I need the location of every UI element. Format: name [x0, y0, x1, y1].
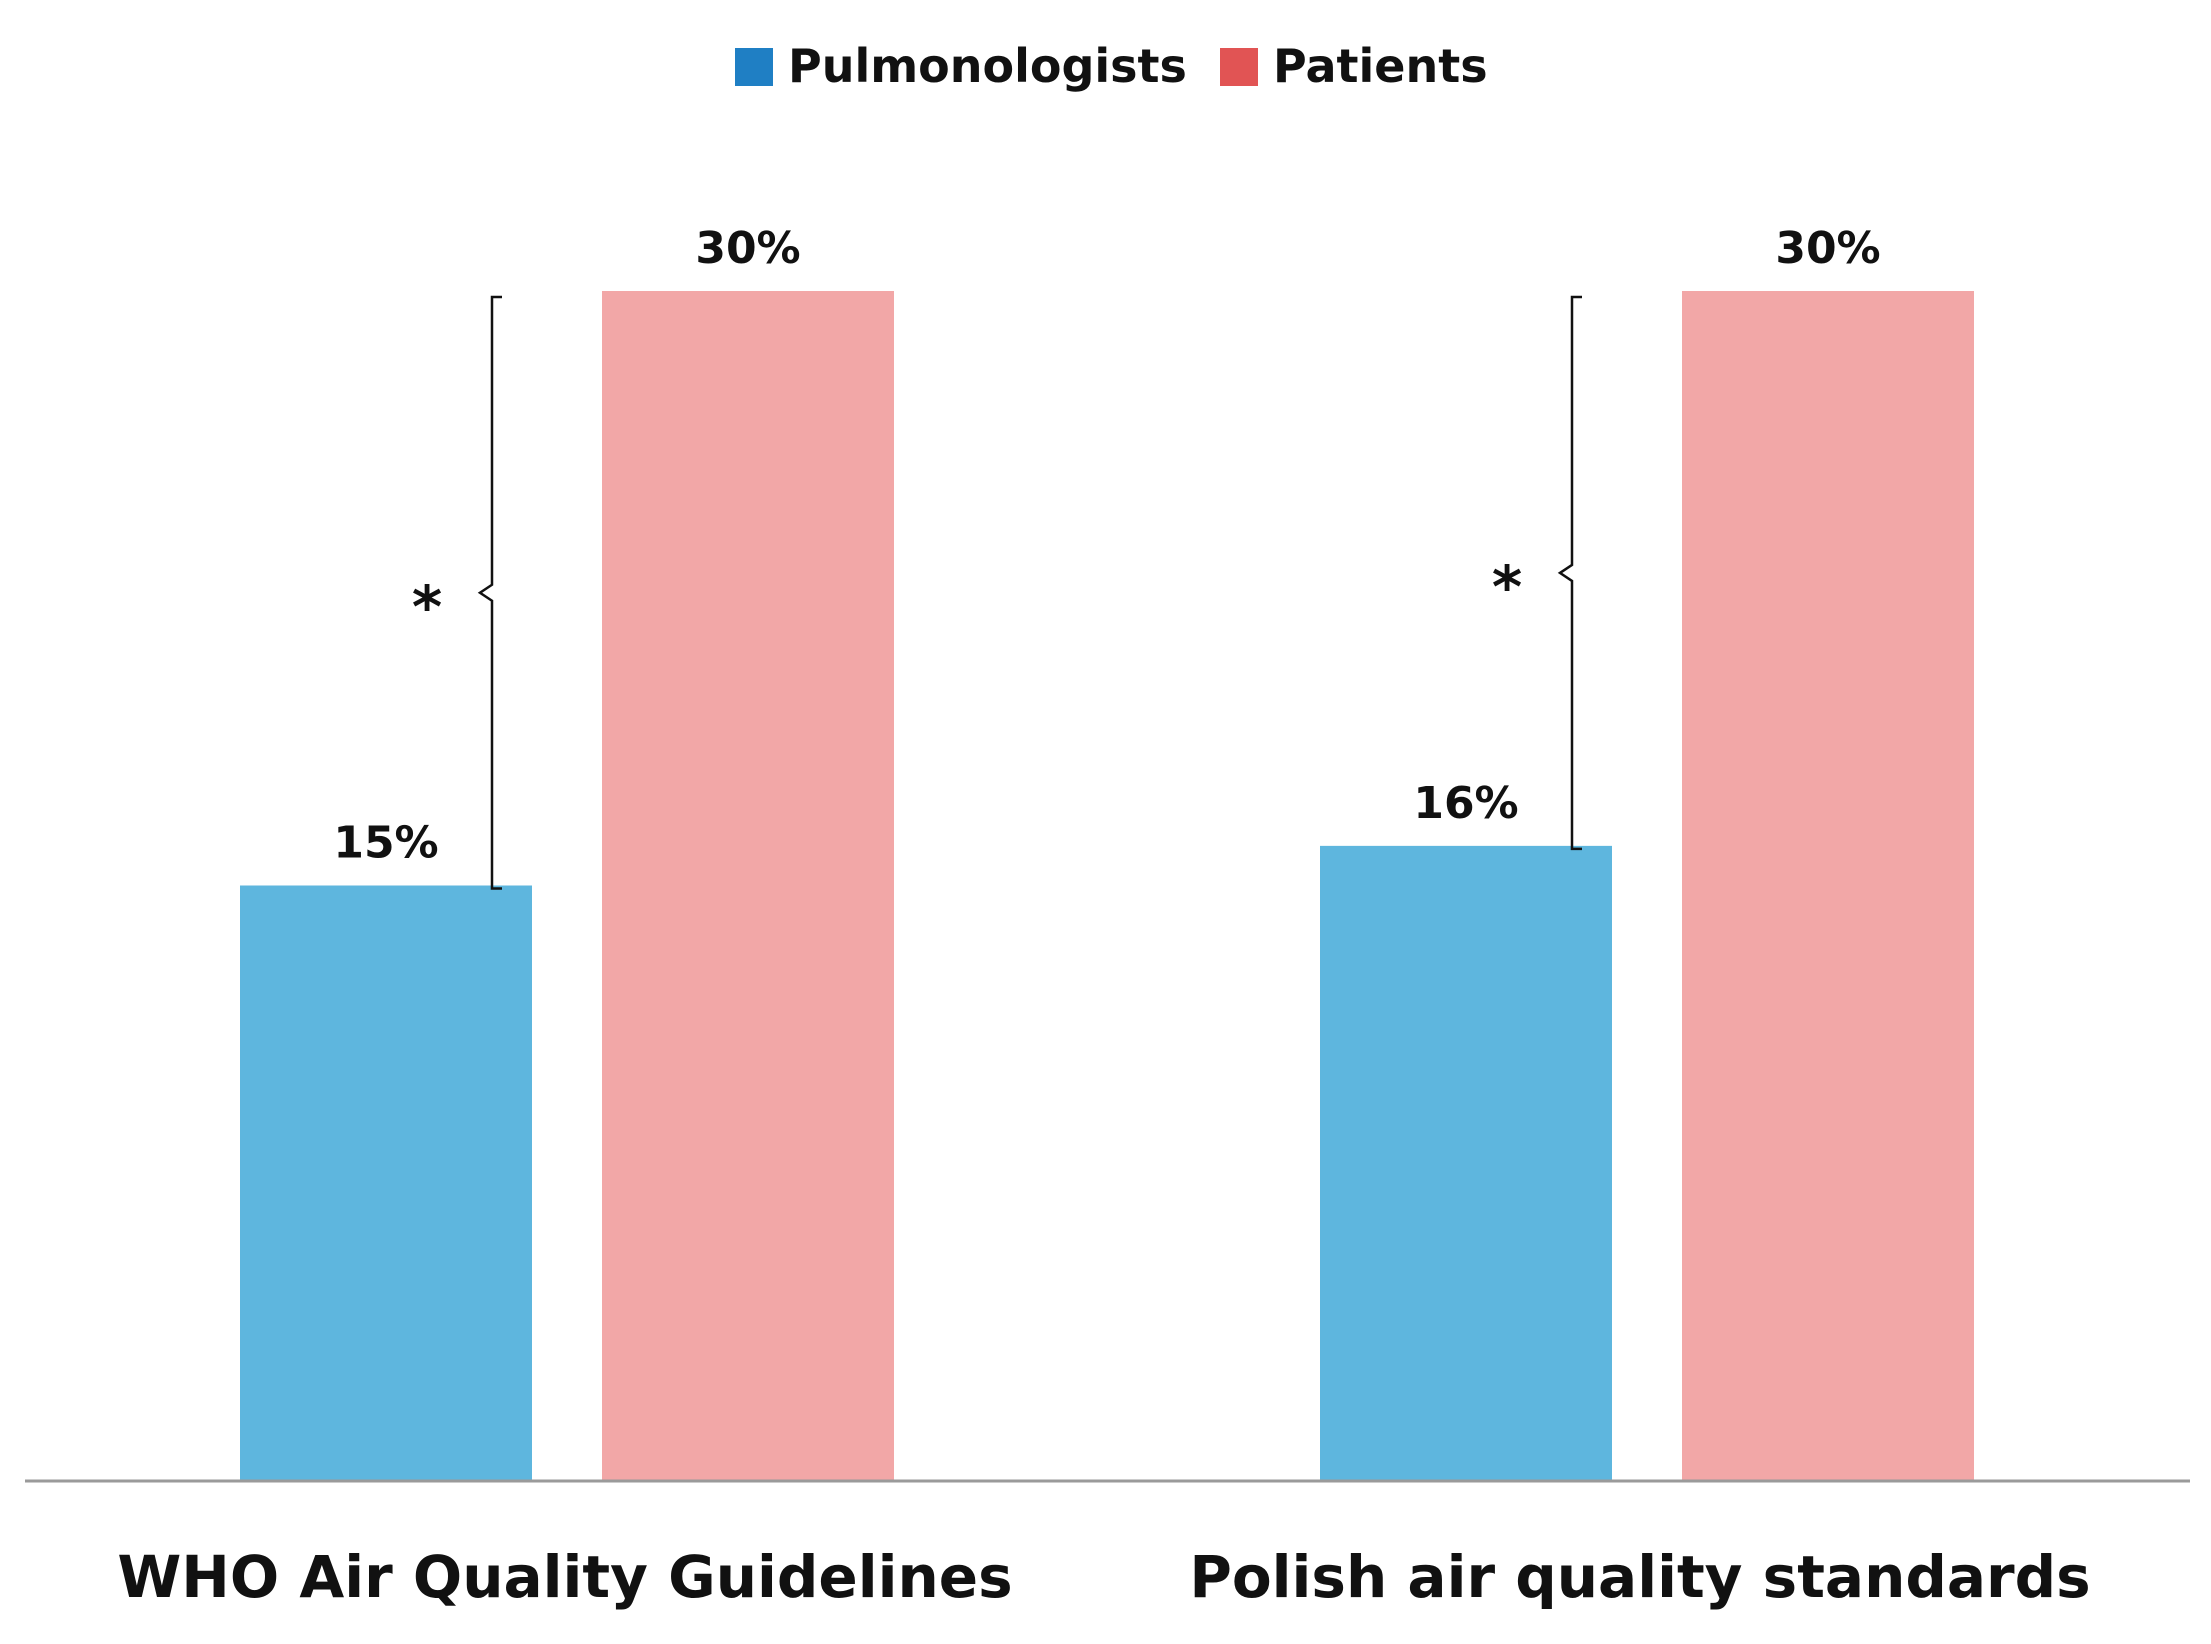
- significance-marker-polish: *: [1492, 553, 1522, 621]
- plot-area: 15% 30% 16% 30% * *: [240, 223, 1974, 1480]
- legend-label-patients: Patients: [1273, 39, 1488, 93]
- value-label-pulmonologists-polish: 16%: [1413, 778, 1518, 829]
- bar-patients-who: [602, 291, 894, 1480]
- category-label-polish: Polish air quality standards: [1189, 1543, 2090, 1611]
- bar-patients-polish: [1682, 291, 1974, 1480]
- legend: Pulmonologists Patients: [735, 39, 1488, 93]
- legend-label-pulmonologists: Pulmonologists: [788, 39, 1187, 93]
- category-label-who: WHO Air Quality Guidelines: [117, 1543, 1012, 1611]
- value-label-pulmonologists-who: 15%: [333, 818, 438, 869]
- significance-marker-who: *: [412, 573, 442, 641]
- bar-pulmonologists-polish: [1320, 845, 1612, 1480]
- legend-swatch-patients: [1220, 48, 1258, 86]
- legend-swatch-pulmonologists: [735, 48, 773, 86]
- value-label-patients-polish: 30%: [1775, 223, 1880, 274]
- significance-bracket-who: [477, 295, 502, 890]
- value-label-patients-who: 30%: [695, 223, 800, 274]
- bar-pulmonologists-who: [240, 885, 532, 1480]
- significance-bracket-polish: [1557, 295, 1582, 851]
